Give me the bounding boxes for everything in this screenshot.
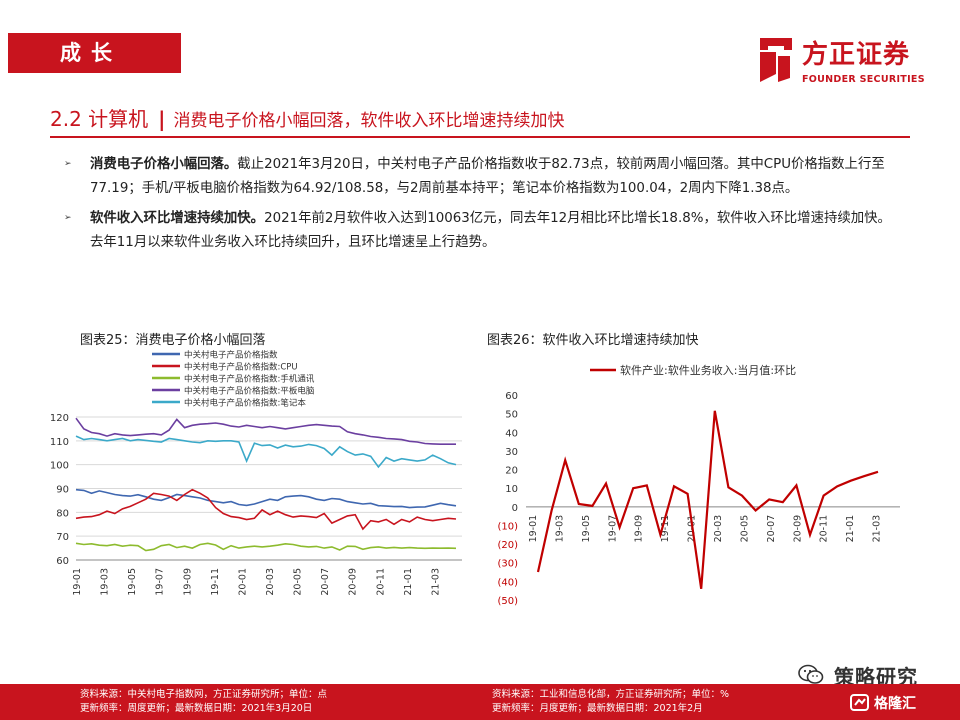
gelonghui-logo-icon [850,694,869,711]
source-note-right: 资料来源：工业和信息化部，方正证券研究所；单位：% [492,689,730,700]
y-tick-label: (30) [497,559,518,570]
y-tick-label: 60 [56,556,69,567]
legend-label: 中关村电子产品价格指数:平板电脑 [184,386,315,397]
price-index-chart: 60 70 80 90 100 110 120 19-01 19-03 19-05 19-07 19-… [50,350,462,596]
founder-logo-icon [760,38,792,82]
y-tick-label: 30 [505,447,518,458]
legend-label: 中关村电子产品价格指数 [184,350,278,361]
x-tick-label: 20-07 [766,515,777,543]
legend-label: 软件产业:软件业务收入:当月值:环比 [620,363,796,377]
bullet-bold-lead: 消费电子价格小幅回落。 [90,157,238,172]
source-note-left: 资料来源：中关村电子指数网，方正证券研究所；单位：点 [80,689,328,700]
y-tick-label: (50) [497,596,518,607]
x-tick-label: 19-01 [72,568,83,596]
series-line [75,417,456,445]
x-tick-label: 19-11 [660,515,671,543]
x-tick-label: 20-09 [792,515,803,543]
logo-english-name: FOUNDER SECURITIES [802,74,925,85]
x-tick-label: 21-01 [403,568,414,596]
bullet-text: 截止2021年3月20日，中关村电子产品价格指数收于82.73点，较前两周小幅回… [90,157,885,196]
y-tick-label: 10 [505,484,518,495]
x-tick-label: 21-03 [872,515,883,543]
y-tick-label: 100 [50,461,69,472]
software-revenue-chart: 60 50 40 30 20 10 0 (10) (20) (30) (40) (50) 19-01 19… [497,363,900,607]
title-subtitle: 消费电子价格小幅回落，软件收入环比增速持续加快 [173,111,565,131]
series-line [75,542,457,552]
x-tick-label: 19-03 [100,568,111,596]
y-tick-label: 70 [56,532,69,543]
y-tick-label: 0 [512,503,518,514]
x-tick-label: 20-05 [739,515,750,543]
chart2-caption: 图表26：软件收入环比增速持续加快 [487,333,699,348]
y-tick-label: (20) [497,540,518,551]
y-tick-label: 20 [505,466,518,477]
x-tick-label: 20-01 [237,568,248,596]
y-tick-label: 40 [505,428,518,439]
x-tick-label: 21-03 [430,568,441,596]
x-tick-label: 20-11 [819,515,830,543]
y-tick-label: 60 [505,391,518,402]
x-tick-label: 20-03 [713,515,724,543]
series-line [75,488,457,531]
legend-label: 中关村电子产品价格指数:手机通讯 [184,374,315,385]
x-tick-label: 19-05 [581,515,592,543]
x-tick-label: 20-05 [293,568,304,596]
chart1-caption: 图表25：消费电子价格小幅回落 [80,333,266,348]
bullet-arrow-icon: ➢ [64,213,72,223]
legend-label: 中关村电子产品价格指数:笔记本 [184,398,306,409]
x-tick-label: 21-01 [845,515,856,543]
bullet-bold-lead: 软件收入环比增速持续加快。 [90,211,265,226]
update-note-left: 更新频率：周度更新；最新数据日期：2021年3月20日 [80,703,313,714]
y-tick-label: (40) [497,577,518,588]
title-underline [50,136,910,138]
section-tag: 成长 [8,33,181,73]
x-tick-label: 19-07 [607,515,618,543]
logo-chinese-name: 方正证券 [802,40,911,70]
x-tick-label: 19-01 [528,515,539,543]
x-tick-label: 19-11 [210,568,221,596]
title-separator: | [158,107,166,131]
x-tick-label: 19-09 [634,515,645,543]
y-tick-label: (10) [497,521,518,532]
x-tick-label: 20-07 [320,568,331,596]
x-tick-label: 20-11 [375,568,386,596]
series-line [75,488,457,509]
series-line [75,435,457,469]
x-tick-label: 20-03 [265,568,276,596]
bullet-item: ➢ 消费电子价格小幅回落。截止2021年3月20日，中关村电子产品价格指数收于8… [64,153,900,200]
y-tick-label: 90 [56,485,69,496]
x-tick-label: 19-07 [155,568,166,596]
x-tick-label: 19-05 [127,568,138,596]
y-tick-label: 110 [50,437,69,448]
series-line [536,410,879,589]
bullet-arrow-icon: ➢ [64,159,72,169]
y-tick-label: 120 [50,413,69,424]
title-main: 2.2 计算机 [50,107,149,131]
page-title: 2.2 计算机 | 消费电子价格小幅回落，软件收入环比增速持续加快 [50,103,564,132]
bullet-list: ➢ 消费电子价格小幅回落。截止2021年3月20日，中关村电子产品价格指数收于8… [64,153,900,261]
x-tick-label: 19-09 [182,568,193,596]
update-note-right: 更新频率：月度更新；最新数据日期：2021年2月 [492,703,703,714]
legend-label: 中关村电子产品价格指数:CPU [184,362,298,373]
wechat-icon [798,664,824,684]
x-tick-label: 20-09 [348,568,359,596]
y-tick-label: 80 [56,508,69,519]
bullet-item: ➢ 软件收入环比增速持续加快。2021年前2月软件收入达到10063亿元，同去年… [64,207,900,254]
x-tick-label: 19-03 [554,515,565,543]
bullet-text: 2021年前2月软件收入达到10063亿元，同去年12月相比环比增长18.8%，… [90,211,891,250]
footer-bar: 资料来源：中关村电子指数网，方正证券研究所；单位：点 更新频率：周度更新；最新数… [0,684,960,720]
founder-logo: 方正证券 FOUNDER SECURITIES [752,32,925,92]
y-tick-label: 50 [505,410,518,421]
gelonghui-watermark: 格隆汇 [874,696,916,712]
